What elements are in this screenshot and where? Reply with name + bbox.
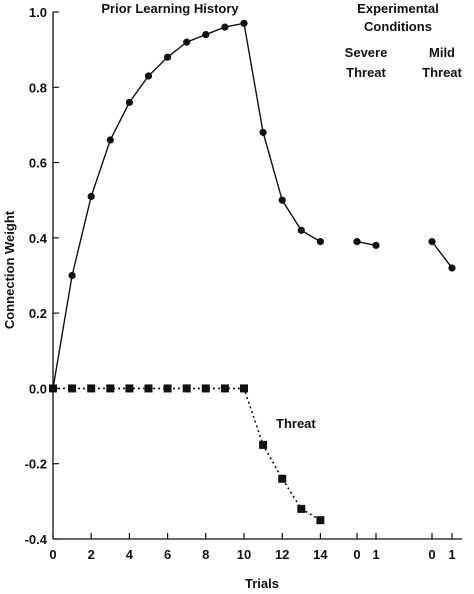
series-1-point [372, 241, 380, 249]
x-tick-label: 14 [313, 547, 328, 562]
series-1-line [52, 22, 321, 389]
plot-frame [52, 12, 462, 540]
series-1-point [428, 238, 436, 246]
severe-threat-label-2: Threat [346, 65, 386, 80]
series-2-point [68, 384, 77, 393]
series-2-point [220, 384, 229, 393]
x-tick-label: 2 [88, 547, 95, 562]
x-axis-ticks: 0 2 4 6 8 10 12 14 0 1 0 1 [49, 533, 456, 562]
series-2-point [240, 384, 248, 393]
series-1-point [221, 23, 229, 31]
x-tick-label: 1 [372, 547, 379, 562]
series-2-point [297, 504, 306, 513]
series-2-point [87, 384, 96, 393]
series-1-point [164, 53, 172, 61]
series-1-point [202, 30, 210, 39]
y-axis-label: Connection Weight [2, 210, 17, 329]
x-tick-label: 0 [49, 547, 56, 562]
series-1-point [87, 192, 95, 201]
prior-learning-history-label: Prior Learning History [101, 1, 239, 16]
experimental-conditions-label-2: Conditions [364, 19, 432, 34]
severe-threat-label-1: Severe [345, 45, 388, 60]
series-1-point [106, 136, 114, 144]
series-1-line [431, 241, 453, 269]
series-2-point [49, 384, 57, 393]
series-1-point [316, 238, 324, 246]
threat-series-label: Threat [276, 416, 316, 431]
x-tick-label: 0 [428, 547, 435, 562]
x-tick-label: 8 [202, 547, 209, 562]
series-1-point [68, 271, 76, 280]
x-tick-label: 4 [126, 547, 134, 562]
series-1-point [125, 98, 133, 106]
series-2-point [316, 516, 325, 525]
x-axis-label: Trials [245, 576, 279, 591]
series-2-point [259, 440, 268, 449]
series-2-point [182, 384, 191, 393]
y-tick-label: -0.2 [25, 457, 47, 472]
series-2-point [106, 384, 115, 393]
experimental-conditions-label-1: Experimental [357, 1, 439, 16]
series-2-point [163, 384, 172, 393]
series-2-point [201, 384, 210, 393]
series-1-point [278, 196, 286, 204]
y-tick-label: 0.0 [29, 381, 47, 396]
series-2-point [125, 384, 134, 393]
x-tick-label: 6 [164, 547, 171, 562]
series-1-point [144, 72, 153, 80]
series-2-point [278, 474, 287, 483]
x-tick-label: 10 [237, 547, 251, 562]
y-axis-ticks: 1.0 0.8 0.6 0.4 0.2 0.0 -0.2 -0.4 [25, 5, 59, 547]
x-tick-label: 12 [275, 547, 289, 562]
x-tick-label: 1 [448, 547, 455, 562]
mild-threat-label-1: Mild [429, 45, 455, 60]
series-1-point [297, 226, 305, 234]
y-tick-label: 0.8 [29, 80, 47, 95]
y-tick-label: 0.2 [29, 306, 47, 321]
y-tick-label: -0.4 [25, 532, 48, 547]
series-2-line [53, 387, 321, 521]
series-1-point [183, 38, 191, 46]
x-tick-label: 0 [353, 547, 360, 562]
series-1-point [240, 19, 248, 27]
y-tick-label: 0.6 [29, 156, 47, 171]
series-lines [52, 22, 453, 521]
series-markers [49, 19, 456, 525]
y-tick-label: 1.0 [29, 5, 47, 20]
series-1-point [448, 264, 456, 272]
series-1-point [353, 238, 361, 246]
series-1-point [259, 128, 267, 137]
mild-threat-label-2: Threat [422, 65, 462, 80]
y-tick-label: 0.4 [29, 231, 48, 246]
series-2-point [144, 384, 153, 393]
